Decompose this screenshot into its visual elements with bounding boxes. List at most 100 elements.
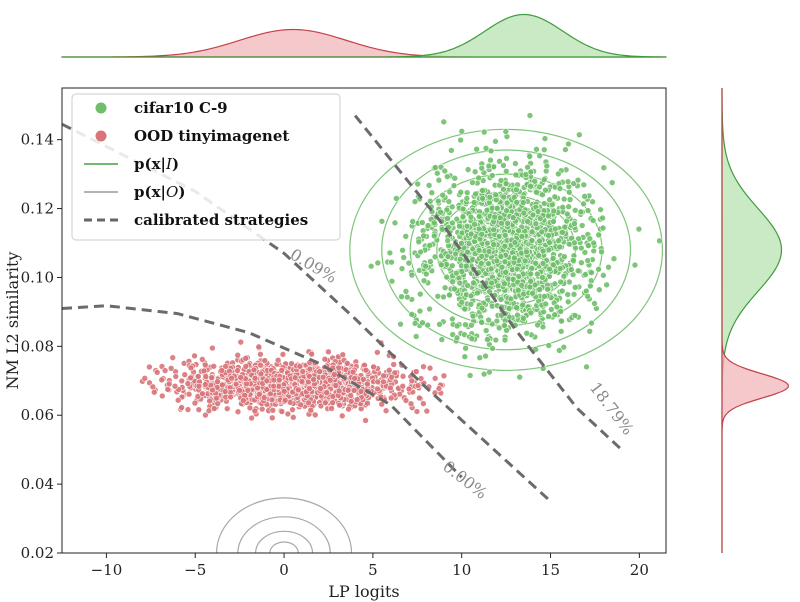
in-dist-point xyxy=(458,298,466,306)
ood-point xyxy=(319,373,327,381)
in-dist-point xyxy=(457,136,464,144)
ood-point xyxy=(199,390,206,397)
in-dist-point xyxy=(496,214,504,222)
in-dist-point xyxy=(576,131,583,139)
in-dist-point xyxy=(535,252,543,259)
in-dist-point xyxy=(449,315,456,323)
ood-point xyxy=(255,391,263,398)
in-dist-point xyxy=(501,232,509,239)
y-axis-label: NM L2 similarity xyxy=(3,252,22,390)
ood-point xyxy=(263,377,271,385)
in-dist-point xyxy=(532,220,540,228)
ood-point xyxy=(234,408,242,416)
in-dist-point xyxy=(378,217,386,225)
ood-point xyxy=(242,355,249,362)
in-dist-point xyxy=(541,135,549,142)
ood-point xyxy=(328,405,335,412)
in-dist-point xyxy=(531,281,539,289)
in-dist-point xyxy=(603,281,610,289)
in-dist-point xyxy=(539,260,547,267)
in-dist-point xyxy=(511,239,519,246)
in-dist-point xyxy=(453,215,461,223)
ood-point xyxy=(149,383,157,391)
in-dist-point xyxy=(503,155,510,162)
ood-point xyxy=(343,360,351,367)
in-dist-point xyxy=(540,308,548,316)
ood-point xyxy=(370,363,377,371)
in-dist-point xyxy=(416,307,424,315)
in-dist-point xyxy=(545,313,552,320)
in-dist-point xyxy=(498,263,506,271)
in-dist-point xyxy=(502,180,510,187)
in-dist-point xyxy=(391,219,399,227)
in-dist-point xyxy=(543,162,551,170)
in-dist-point xyxy=(599,214,606,222)
in-dist-point xyxy=(536,215,544,222)
in-dist-point xyxy=(471,220,478,228)
ood-point xyxy=(420,400,427,407)
ood-point xyxy=(387,394,395,402)
ood-point xyxy=(336,401,343,409)
ood-point xyxy=(388,373,396,381)
ood-point xyxy=(323,389,330,397)
in-dist-point xyxy=(536,237,543,245)
ood-point xyxy=(364,380,371,388)
in-dist-point xyxy=(456,222,463,230)
ood-point xyxy=(275,376,283,384)
in-dist-point xyxy=(534,321,541,329)
ood-point xyxy=(308,350,315,358)
ood-point xyxy=(349,368,357,376)
in-dist-point xyxy=(610,255,618,262)
in-dist-point xyxy=(449,278,456,286)
in-dist-point xyxy=(464,166,472,173)
in-dist-point xyxy=(550,207,558,215)
in-dist-point xyxy=(511,254,518,262)
ood-point xyxy=(291,374,299,381)
ood-point xyxy=(158,376,166,384)
in-dist-point xyxy=(438,336,446,343)
in-dist-point xyxy=(484,336,491,343)
in-dist-point xyxy=(411,320,419,327)
in-dist-point xyxy=(486,199,493,206)
ood-point xyxy=(426,364,434,372)
in-dist-point xyxy=(403,293,411,301)
in-dist-point xyxy=(471,168,479,176)
ood-point xyxy=(374,378,382,386)
ood-point xyxy=(150,388,158,396)
right-marginal-plot xyxy=(721,87,789,553)
in-dist-point xyxy=(549,254,557,262)
in-dist-point xyxy=(458,240,465,247)
in-dist-point xyxy=(478,319,486,326)
strategy-label-2: 0.00% xyxy=(439,457,491,503)
in-dist-point xyxy=(577,208,585,216)
in-dist-point xyxy=(402,288,410,295)
in-dist-point xyxy=(596,286,603,294)
in-dist-point xyxy=(486,193,494,201)
in-dist-point xyxy=(527,168,535,176)
ood-point xyxy=(194,373,202,380)
in-dist-point xyxy=(565,203,572,211)
in-dist-point xyxy=(467,213,475,221)
ood-point xyxy=(311,411,319,419)
in-dist-point xyxy=(414,180,422,188)
ood-point xyxy=(298,378,306,385)
in-dist-point xyxy=(497,253,505,260)
ood-point xyxy=(257,370,265,378)
in-dist-point xyxy=(534,270,541,278)
ood-point xyxy=(210,405,218,412)
ood-point xyxy=(390,361,397,368)
ood-point xyxy=(255,343,263,351)
in-dist-point xyxy=(489,345,496,352)
in-dist-point xyxy=(600,272,607,279)
in-dist-point xyxy=(426,242,434,249)
ood-point xyxy=(423,407,431,415)
in-dist-point xyxy=(571,284,579,291)
in-dist-point xyxy=(528,265,536,272)
in-dist-point xyxy=(485,248,493,255)
ood-point xyxy=(344,386,352,394)
top-density-in-dist xyxy=(62,13,667,58)
in-dist-point xyxy=(600,164,608,172)
ood-point xyxy=(268,414,276,422)
in-dist-point xyxy=(448,147,455,154)
in-dist-point xyxy=(656,237,663,245)
